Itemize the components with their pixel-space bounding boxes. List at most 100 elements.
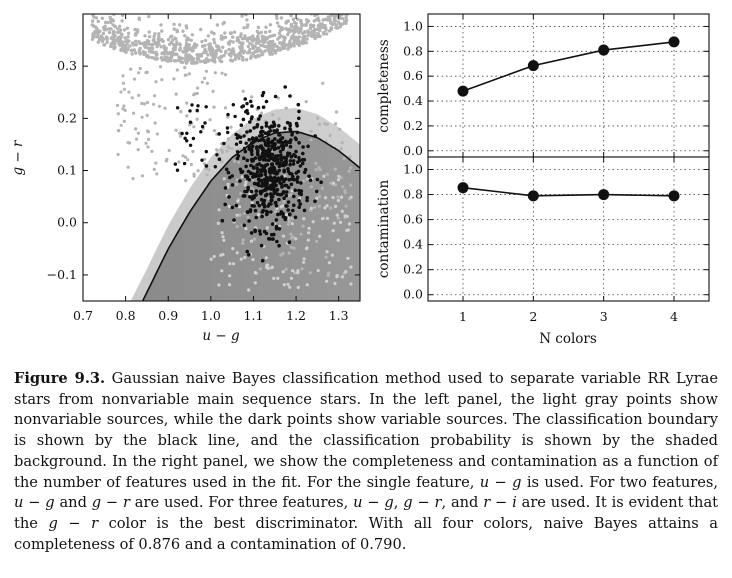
variable-point (215, 153, 219, 157)
classification-boundary-line (141, 130, 360, 301)
variable-point (262, 202, 266, 207)
variable-point (230, 174, 234, 178)
nonvariable-point (291, 9, 294, 12)
nonvariable-point (310, 1, 313, 4)
variable-point (269, 202, 273, 206)
nonvariable-point (119, 123, 123, 127)
nonvariable-point (247, 288, 251, 292)
nonvariable-point (196, 57, 201, 61)
variable-point (275, 239, 279, 244)
nonvariable-point (92, 15, 96, 19)
nonvariable-point (329, 206, 333, 210)
nonvariable-point (246, 23, 250, 27)
variable-point (242, 223, 246, 228)
nonvariable-point (317, 23, 321, 27)
nonvariable-point (244, 227, 248, 231)
nonvariable-point (184, 179, 188, 183)
nonvariable-point (189, 162, 193, 167)
nonvariable-point (192, 174, 196, 178)
nonvariable-point (195, 53, 199, 57)
nonvariable-point (94, 16, 99, 20)
caption-text: is used. For two features, (521, 473, 719, 491)
nonvariable-point (206, 34, 210, 38)
nonvariable-point (163, 106, 167, 110)
nonvariable-point (100, 39, 105, 44)
variable-point (270, 176, 275, 181)
variable-point (292, 153, 296, 157)
nonvariable-point (265, 36, 269, 40)
nonvariable-point (244, 180, 248, 185)
nonvariable-point (98, 38, 102, 42)
variable-point (220, 218, 225, 223)
nonvariable-point (240, 14, 244, 18)
nonvariable-point (341, 10, 344, 13)
nonvariable-point (212, 129, 216, 133)
variable-point (294, 149, 298, 154)
nonvariable-point (281, 270, 285, 274)
nonvariable-point (173, 48, 177, 52)
nonvariable-point (349, 282, 353, 286)
nonvariable-point (183, 46, 187, 50)
nonvariable-point (289, 14, 293, 18)
nonvariable-point (107, 27, 112, 31)
nonvariable-point (345, 4, 348, 7)
nonvariable-point (122, 104, 126, 108)
nonvariable-point (277, 31, 282, 35)
nonvariable-point (297, 35, 301, 39)
variable-point (261, 157, 266, 162)
nonvariable-point (325, 279, 329, 283)
variable-point (255, 200, 260, 205)
nonvariable-point (330, 6, 333, 9)
variable-points (173, 85, 323, 263)
nonvariable-point (227, 204, 231, 208)
nonvariable-point (273, 51, 278, 55)
variable-point (292, 177, 296, 182)
variable-point (235, 156, 240, 161)
nonvariable-point (189, 38, 193, 42)
nonvariable-point (327, 29, 332, 33)
nonvariable-point (145, 100, 150, 105)
nonvariable-point (289, 22, 293, 27)
nonvariable-point (215, 23, 220, 27)
nonvariable-point (349, 166, 353, 170)
nonvariable-point (349, 183, 353, 187)
x-tick-label: 1.0 (201, 308, 221, 323)
n-colors-x-axis-label: N colors (539, 331, 597, 347)
variable-point (305, 198, 309, 203)
nonvariable-point (126, 165, 130, 169)
variable-point (256, 152, 260, 157)
nonvariable-point (109, 44, 113, 49)
variable-point (292, 194, 296, 199)
variable-point (247, 147, 251, 151)
variable-point (260, 153, 264, 158)
y-tick-label: 0.6 (403, 68, 423, 83)
variable-point (288, 144, 293, 149)
variable-point (264, 188, 268, 192)
nonvariable-point (146, 137, 151, 141)
nonvariable-point (155, 44, 159, 49)
nonvariable-point (184, 155, 188, 159)
nonvariable-point (174, 59, 178, 63)
nonvariable-point (177, 160, 181, 164)
nonvariable-point (245, 18, 249, 22)
nonvariable-point (228, 262, 232, 266)
variable-point (264, 99, 269, 104)
nonvariable-point (157, 32, 161, 36)
nonvariable-point (104, 35, 109, 39)
nonvariable-point (230, 147, 234, 151)
variable-point (231, 103, 235, 107)
nonvariable-point (120, 19, 124, 23)
nonvariable-point (152, 167, 156, 171)
variable-point (255, 145, 259, 149)
nonvariable-point (235, 251, 239, 255)
nonvariable-point (203, 157, 207, 161)
nonvariable-point (308, 271, 312, 275)
nonvariable-point (200, 80, 204, 84)
nonvariable-point (221, 22, 225, 26)
nonvariable-point (112, 35, 116, 39)
nonvariable-point (339, 147, 343, 151)
variable-point (257, 203, 262, 208)
nonvariable-point (175, 29, 179, 34)
variable-point (283, 183, 287, 188)
nonvariable-point (340, 195, 344, 199)
